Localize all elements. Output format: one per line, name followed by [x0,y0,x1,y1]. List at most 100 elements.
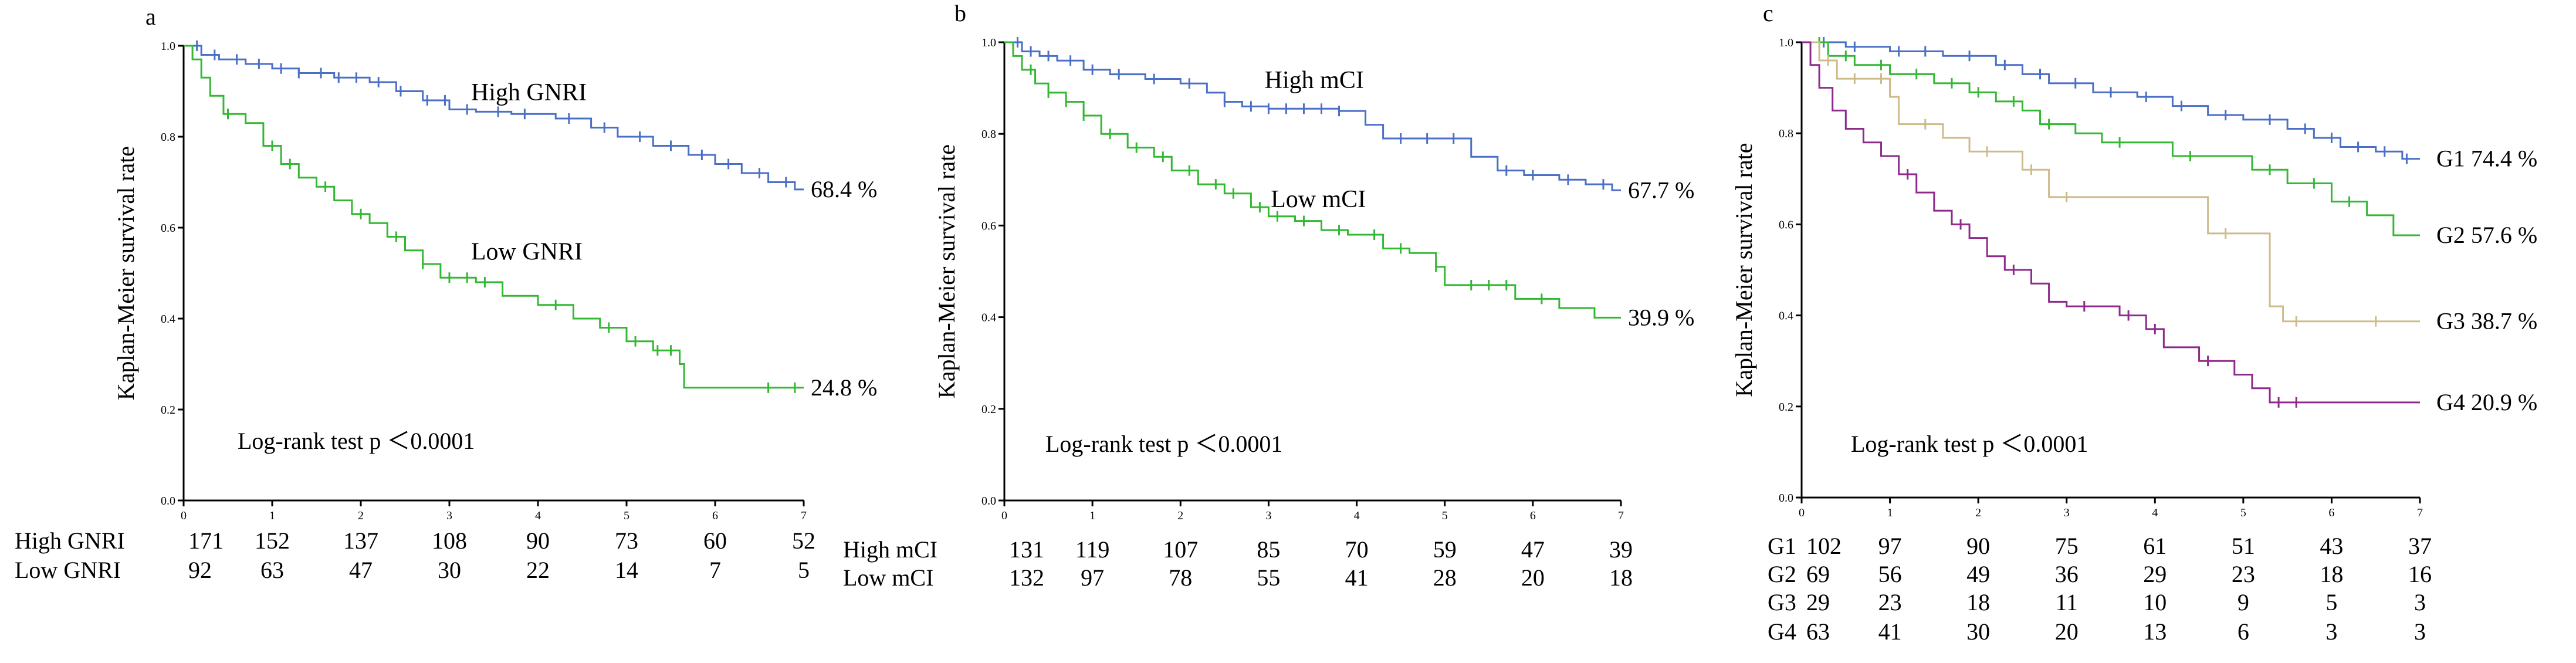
risk-count: 22 [526,557,550,583]
risk-count: 18 [1609,564,1633,591]
end-label: 68.4 % [811,176,877,202]
y-tick-label: 1.0 [1779,36,1793,49]
end-label: G3 38.7 % [2436,308,2537,334]
risk-count: 47 [1521,536,1545,563]
y-axis-title: Kaplan-Meier survival rate [113,146,139,400]
risk-count: 29 [1806,589,1830,615]
risk-count: 36 [2055,561,2079,587]
x-tick-label: 7 [801,509,807,522]
end-label: G2 57.6 % [2436,222,2537,248]
series-label: Low GNRI [471,238,583,265]
risk-count: 171 [188,527,224,554]
log-rank-annotation: Log-rank test p ＜0.0001 [1045,431,1282,457]
panel-letter: a [145,4,156,30]
x-tick-label: 4 [535,509,541,522]
risk-count: 3 [2414,618,2426,645]
risk-count: 49 [1966,561,1990,587]
y-tick-label: 1.0 [981,36,996,49]
risk-count: 108 [432,527,467,554]
km-curve-g3 [1802,41,2420,323]
x-tick-label: 0 [1001,509,1007,522]
x-tick-label: 4 [2152,506,2158,519]
risk-count: 63 [260,557,284,583]
risk-count: 55 [1257,564,1280,591]
x-tick-label: 1 [269,509,275,522]
end-label: 39.9 % [1628,304,1694,330]
km-curve-g2 [1802,41,2420,236]
x-tick-label: 2 [1177,509,1183,522]
risk-count: 41 [1878,618,1902,645]
x-tick-label: 3 [446,509,452,522]
y-tick-label: 0.4 [981,312,996,324]
risk-row-label: High mCI [843,536,937,563]
y-tick-label: 0.2 [161,404,175,417]
x-tick-label: 5 [624,509,629,522]
x-tick-label: 5 [1442,509,1448,522]
risk-row-label: G2 [1768,561,1796,587]
end-label: G1 74.4 % [2436,146,2537,172]
panel-letter: c [1763,0,1773,26]
km-curve-low-gnri [184,45,804,389]
risk-count: 3 [2414,589,2426,615]
x-tick-label: 5 [2240,506,2246,519]
x-tick-label: 0 [1799,506,1805,519]
y-tick-label: 0.8 [161,131,175,144]
risk-count: 18 [1966,589,1990,615]
risk-count: 43 [2320,533,2343,559]
y-axis-title: Kaplan-Meier survival rate [933,144,960,398]
y-tick-label: 0.4 [161,313,175,326]
risk-count: 90 [526,527,550,554]
km-curve-g4 [1802,41,2420,404]
risk-count: 59 [1433,536,1457,563]
risk-count: 20 [2055,618,2079,645]
risk-count: 102 [1806,533,1842,559]
y-axis-title: Kaplan-Meier survival rate [1731,143,1757,397]
km-curve-high-gnri [184,45,804,191]
end-label: 67.7 % [1628,177,1694,203]
risk-count: 20 [1521,564,1545,591]
risk-row-label: Low GNRI [15,557,121,583]
y-tick-label: 0.0 [161,495,175,508]
end-label: G4 20.9 % [2436,389,2537,415]
x-tick-label: 0 [181,509,187,522]
risk-count: 137 [343,527,378,554]
risk-row-label: Low mCI [843,564,933,591]
y-tick-label: 0.2 [981,403,996,416]
series-label: Low mCI [1271,186,1366,213]
x-tick-label: 6 [1530,509,1536,522]
risk-count: 73 [615,527,638,554]
risk-count: 3 [2325,618,2337,645]
x-tick-label: 7 [1618,509,1624,522]
risk-count: 5 [2325,589,2337,615]
risk-count: 30 [438,557,461,583]
risk-count: 70 [1345,536,1369,563]
risk-count: 85 [1257,536,1280,563]
series-label: High GNRI [471,79,587,106]
risk-count: 41 [1345,564,1369,591]
km-curve-g1 [1802,41,2420,160]
risk-count: 119 [1075,536,1110,563]
y-tick-label: 0.4 [1779,310,1793,323]
risk-count: 60 [703,527,727,554]
risk-count: 90 [1966,533,1990,559]
end-label: 24.8 % [811,374,877,401]
risk-count: 75 [2055,533,2079,559]
risk-count: 23 [1878,589,1902,615]
risk-count: 6 [2238,618,2249,645]
panel-a: a 0.0 0.2 0.4 0.6 0.8 1.0 0 1 2 3 4 5 6 7 Kaplan-Meier … [15,4,877,583]
log-rank-annotation: Log-rank test p ＜0.0001 [1851,431,2088,457]
risk-count: 30 [1966,618,1990,645]
risk-count: 9 [2238,589,2249,615]
y-tick-label: 1.0 [161,40,175,53]
risk-count: 63 [1806,618,1830,645]
risk-count: 92 [188,557,212,583]
x-tick-label: 1 [1887,506,1893,519]
risk-count: 47 [349,557,373,583]
y-tick-label: 0.6 [981,219,996,232]
risk-count: 52 [792,527,815,554]
risk-count: 13 [2143,618,2167,645]
risk-row-label: High GNRI [15,527,125,554]
risk-count: 51 [2232,533,2255,559]
